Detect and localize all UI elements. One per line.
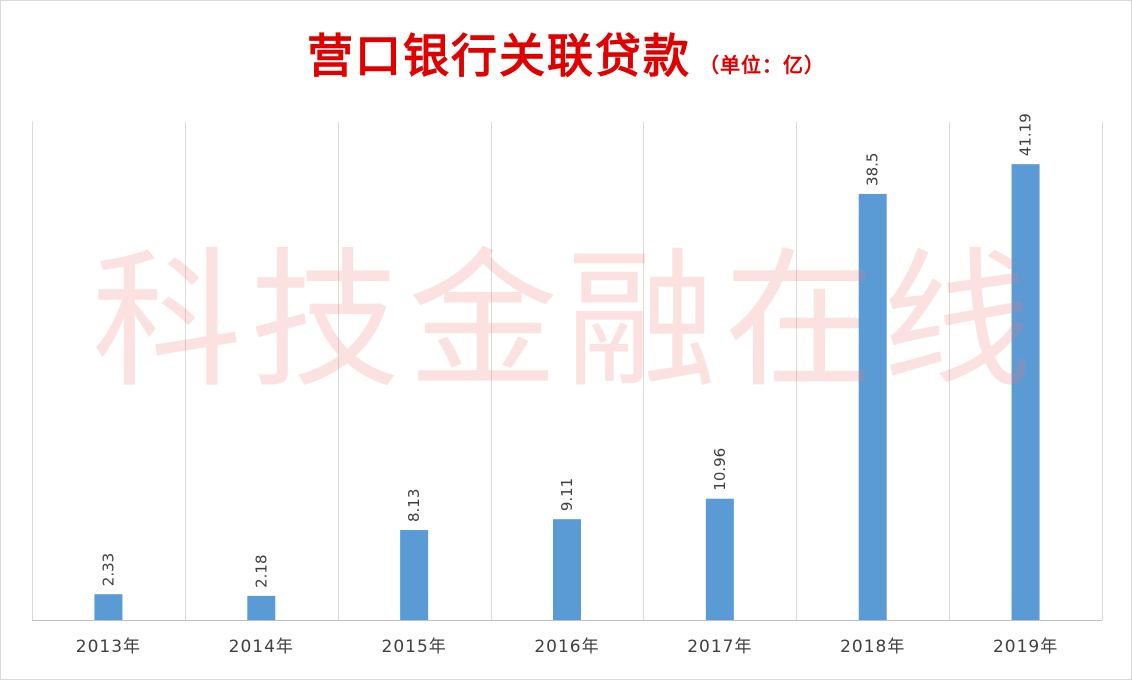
bar-2017年 [705, 498, 734, 620]
x-tick-label: 2015年 [382, 637, 447, 657]
chart-unit-subtitle: （单位：亿） [699, 53, 825, 77]
x-tick-label: 2019年 [993, 637, 1058, 657]
bar-2016年 [553, 519, 581, 620]
x-tick-label: 2018年 [840, 637, 905, 657]
data-label: 8.13 [405, 489, 423, 522]
bar-2019年 [1011, 164, 1040, 620]
x-tick-label: 2017年 [687, 637, 752, 657]
bar-2013年 [94, 594, 123, 620]
data-label: 2.33 [99, 553, 117, 586]
chart-title: 营口银行关联贷款 [307, 29, 691, 83]
data-label: 2.18 [252, 554, 270, 587]
data-label: 38.5 [864, 153, 882, 186]
x-tick-label: 2013年 [76, 637, 141, 657]
x-tick-label: 2014年 [229, 637, 294, 657]
data-label: 9.11 [558, 478, 576, 511]
data-label: 10.96 [711, 448, 729, 491]
bar-2014年 [247, 595, 276, 620]
bar-2018年 [858, 193, 887, 620]
x-tick-label: 2016年 [534, 637, 599, 657]
bar-2015年 [400, 530, 429, 620]
chart-title-block: 营口银行关联贷款 （单位：亿） [0, 20, 1132, 86]
data-label: 41.19 [1017, 113, 1035, 156]
